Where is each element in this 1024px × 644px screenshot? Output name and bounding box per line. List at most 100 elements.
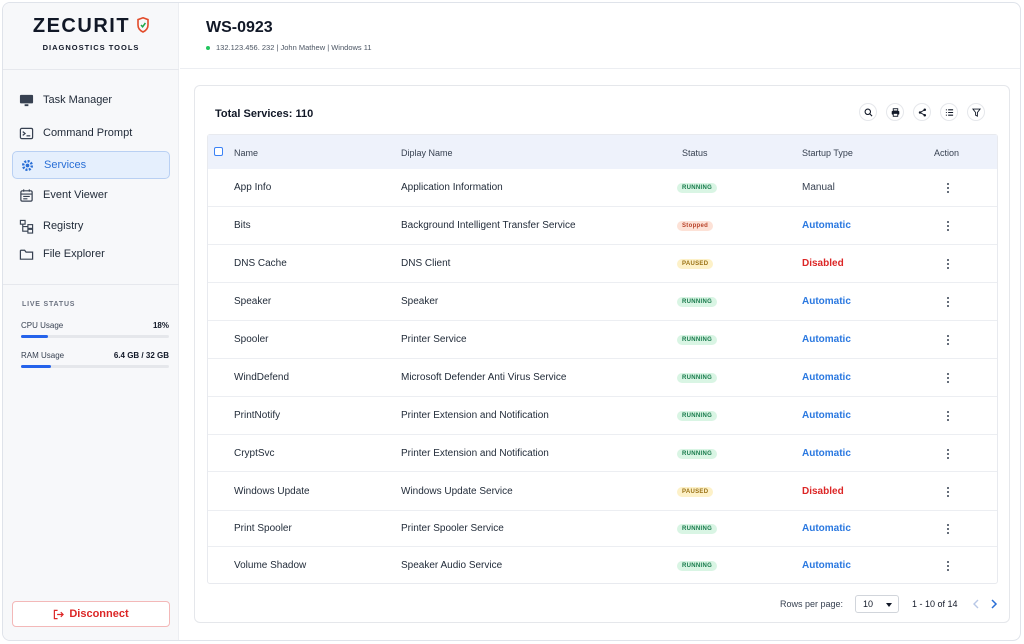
sidebar-item-registry[interactable]: Registry [12, 212, 170, 240]
kebab-icon [947, 335, 949, 337]
total-services: Total Services: 110 [215, 108, 314, 120]
column-header-name[interactable]: Name [234, 148, 259, 158]
kebab-icon [947, 221, 949, 223]
sidebar-item-command-prompt[interactable]: Command Prompt [12, 119, 170, 147]
print-button[interactable] [886, 103, 904, 121]
ram-usage-fill [21, 365, 51, 368]
disconnect-button[interactable]: Disconnect [12, 601, 170, 627]
ram-usage-bar [21, 365, 169, 368]
disconnect-label: Disconnect [69, 608, 129, 620]
service-display-name: Printer Spooler Service [401, 523, 504, 534]
sidebar-item-task-manager[interactable]: Task Manager [12, 86, 170, 114]
kebab-icon [947, 411, 949, 413]
service-display-name: Application Information [401, 182, 503, 193]
service-display-name: Microsoft Defender Anti Virus Service [401, 372, 567, 383]
next-page-button[interactable] [989, 597, 1001, 611]
startup-type: Disabled [802, 486, 844, 497]
status-badge: RUNNING [677, 524, 718, 534]
row-actions-menu[interactable] [943, 448, 953, 460]
select-all-checkbox[interactable] [214, 147, 223, 156]
service-name: WindDefend [234, 372, 290, 383]
divider [3, 284, 179, 285]
rows-per-page-value: 10 [863, 599, 874, 609]
column-header-startup-type[interactable]: Startup Type [802, 148, 853, 158]
sidebar-item-event-viewer[interactable]: Event Viewer [12, 181, 170, 209]
kebab-icon [947, 373, 949, 375]
device-info-text: 132.123.456. 232 | John Mathew | Windows… [216, 43, 372, 52]
table-row[interactable]: DNS Cache DNS Client PAUSED Disabled [208, 245, 997, 283]
table-row[interactable]: Volume Shadow Speaker Audio Service RUNNIN… [208, 547, 997, 585]
table-row[interactable]: Print Spooler Printer Spooler Service RUNN… [208, 511, 997, 547]
chevron-left-icon [973, 599, 979, 609]
service-display-name: DNS Client [401, 258, 451, 269]
service-display-name: Printer Extension and Notification [401, 448, 549, 459]
filter-icon [971, 108, 981, 117]
row-actions-menu[interactable] [943, 182, 953, 194]
table-toolbar [850, 103, 985, 121]
service-name: Speaker [234, 296, 272, 307]
startup-type: Automatic [802, 523, 851, 534]
sidebar-item-services[interactable]: Services [12, 151, 170, 179]
row-actions-menu[interactable] [943, 486, 953, 498]
share-button[interactable] [913, 103, 931, 121]
table-row[interactable]: Spooler Printer Service RUNNING Automatic [208, 321, 997, 359]
kebab-icon [947, 524, 949, 526]
sidebar-item-label: Command Prompt [43, 127, 133, 139]
device-info: 132.123.456. 232 | John Mathew | Windows… [206, 43, 372, 52]
share-icon [918, 108, 926, 116]
status-badge: RUNNING [677, 183, 718, 193]
row-actions-menu[interactable] [943, 296, 953, 308]
startup-type: Disabled [802, 258, 844, 269]
row-actions-menu[interactable] [943, 334, 953, 346]
row-actions-menu[interactable] [943, 220, 953, 232]
sidebar-item-label: Services [44, 159, 87, 171]
sidebar-item-file-explorer[interactable]: File Explorer [12, 240, 170, 268]
calendar-icon [20, 188, 33, 202]
table-header: Name Diplay Name Status Startup Type Act… [208, 135, 997, 169]
row-actions-menu[interactable] [943, 372, 953, 384]
row-actions-menu[interactable] [943, 523, 953, 535]
row-actions-menu[interactable] [943, 560, 953, 572]
startup-type: Manual [802, 182, 835, 193]
status-badge: RUNNING [677, 411, 718, 421]
previous-page-button[interactable] [971, 597, 983, 611]
kebab-icon [947, 259, 949, 261]
search-button[interactable] [859, 103, 877, 121]
column-header-status[interactable]: Status [682, 148, 708, 158]
brand-name: ZECURIT [3, 15, 179, 38]
status-badge: RUNNING [677, 335, 718, 345]
table-row[interactable]: CryptSvc Printer Extension and Notificati… [208, 435, 997, 472]
sidebar-item-label: File Explorer [43, 248, 105, 260]
startup-type: Automatic [802, 334, 851, 345]
list-icon [945, 108, 953, 116]
table-row[interactable]: PrintNotify Printer Extension and Notific… [208, 397, 997, 435]
kebab-icon [947, 449, 949, 451]
filter-button[interactable] [967, 103, 985, 121]
status-badge: RUNNING [677, 297, 718, 307]
table-row[interactable]: App Info Application Information RUNNING Ma… [208, 169, 997, 207]
kebab-icon [947, 183, 949, 185]
monitor-icon [19, 94, 34, 106]
row-actions-menu[interactable] [943, 410, 953, 422]
brand-tagline: DIAGNOSTICS TOOLS [42, 43, 140, 52]
columns-button[interactable] [940, 103, 958, 121]
column-header-display-name[interactable]: Diplay Name [401, 148, 453, 158]
online-status-dot [206, 45, 210, 50]
search-icon [864, 108, 872, 116]
gear-icon [21, 159, 34, 171]
rows-per-page-select[interactable]: 10 [855, 595, 899, 613]
row-actions-menu[interactable] [943, 258, 953, 270]
table-row[interactable]: Bits Background Intelligent Transfer Serv… [208, 207, 997, 245]
table-row[interactable]: Speaker Speaker RUNNING Automatic [208, 283, 997, 321]
service-name: CryptSvc [234, 448, 275, 459]
service-display-name: Speaker [401, 296, 439, 307]
table-row[interactable]: Windows Update Windows Update Service PAUS… [208, 472, 997, 511]
kebab-icon [947, 487, 949, 489]
table-row[interactable]: WindDefend Microsoft Defender Anti Virus … [208, 359, 997, 397]
registry-tree-icon [19, 219, 34, 234]
terminal-icon [19, 127, 34, 139]
status-badge: Stopped [677, 221, 714, 231]
rows-per-page-label: Rows per page: [780, 599, 844, 609]
sidebar-item-label: Task Manager [43, 94, 113, 106]
startup-type: Automatic [802, 372, 851, 383]
